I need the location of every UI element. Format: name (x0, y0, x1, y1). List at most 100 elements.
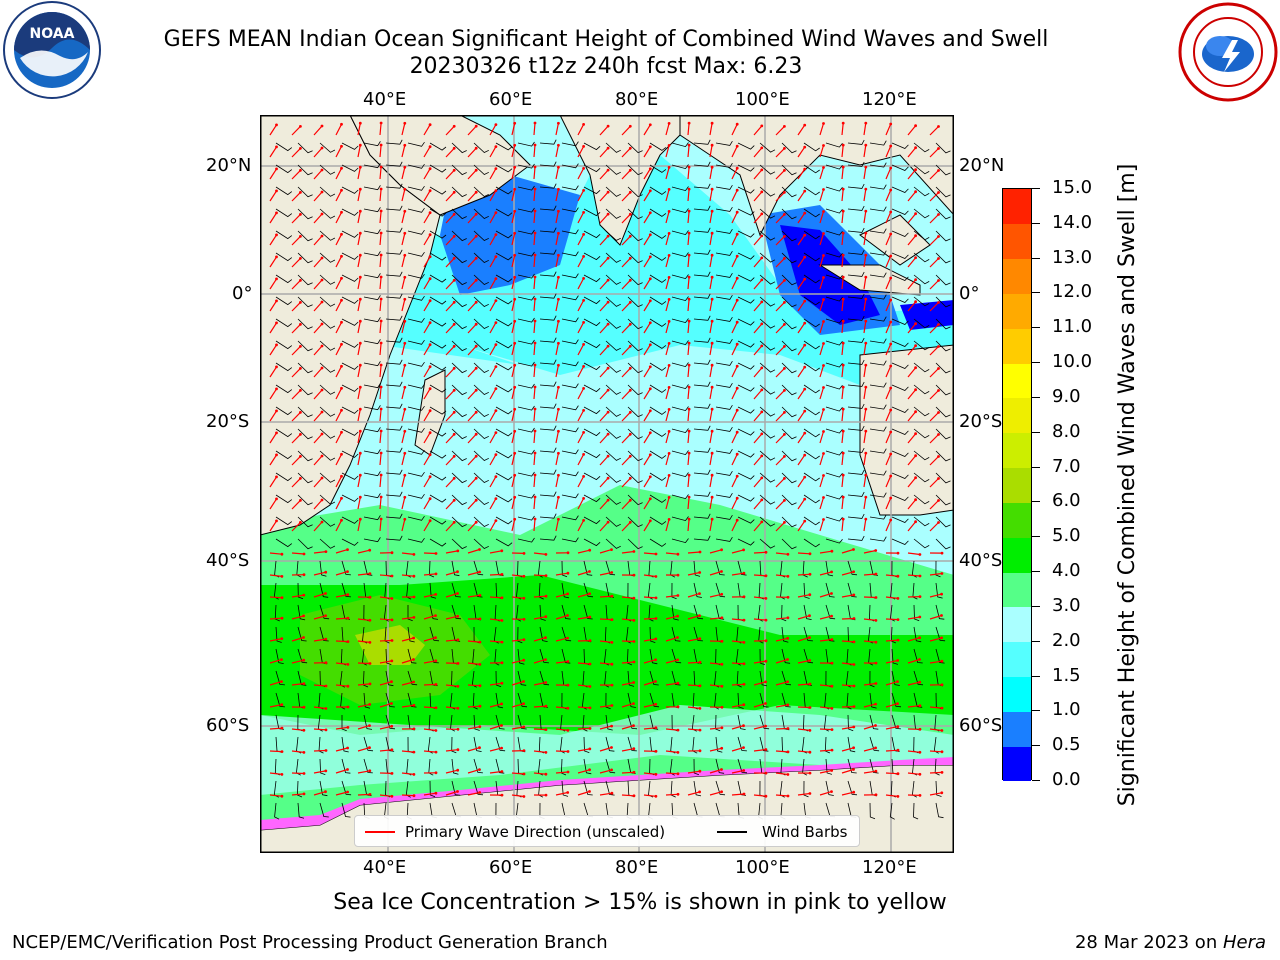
wind-barb (715, 140, 733, 146)
wave-direction-arrow (445, 499, 455, 510)
wave-direction-arrowhead (557, 429, 560, 433)
wave-direction-arrowhead (557, 165, 560, 169)
wind-barb (847, 271, 865, 277)
wave-direction-arrowhead (403, 473, 407, 477)
wind-barb (737, 714, 746, 730)
wind-barb (759, 450, 776, 461)
wind-barb (737, 186, 755, 194)
wind-barb (847, 491, 865, 497)
wave-direction-arrow (621, 367, 631, 378)
wave-direction-arrowhead (764, 659, 768, 663)
wave-direction-arrowhead (302, 682, 306, 685)
wave-direction-arrowhead (533, 319, 537, 323)
wave-direction-arrow (929, 412, 939, 422)
wave-direction-arrow (621, 618, 634, 621)
wave-direction-arrow (379, 574, 393, 577)
wave-direction-arrow (621, 235, 631, 246)
wave-direction-arrow (445, 191, 455, 202)
wind-barb (319, 780, 328, 797)
wind-barb (495, 362, 513, 371)
wave-direction-arrowhead (735, 408, 739, 412)
wave-direction-arrow (291, 636, 304, 642)
wind-barb (539, 249, 557, 255)
wave-direction-arrowhead (390, 794, 394, 798)
wave-direction-arrowhead (379, 363, 383, 367)
wave-direction-arrowhead (522, 680, 525, 683)
wave-direction-arrowhead (346, 726, 350, 729)
wind-barb (825, 340, 843, 346)
colorbar-tick-mark (1032, 257, 1040, 259)
wave-direction-arrow (599, 213, 609, 224)
wave-direction-arrow (621, 521, 631, 532)
wave-direction-arrow (489, 278, 497, 290)
wind-barb (385, 670, 394, 687)
wave-direction-arrow (577, 662, 591, 665)
wind-barb (847, 582, 857, 598)
wind-barb (495, 692, 504, 709)
wave-direction-arrow (467, 662, 480, 665)
wave-direction-arrowhead (544, 553, 548, 556)
wave-direction-arrow (467, 684, 481, 687)
wind-barb (495, 472, 513, 481)
wave-direction-arrow (357, 747, 370, 752)
wave-direction-arrow (797, 410, 806, 422)
wave-direction-arrow (841, 145, 844, 158)
wave-direction-arrow (445, 279, 455, 290)
wave-direction-arrow (841, 387, 844, 400)
wind-barb (363, 229, 381, 235)
wave-direction-arrow (533, 408, 536, 422)
wind-barb (539, 183, 557, 189)
wave-direction-arrowhead (340, 144, 343, 148)
wind-barb (319, 164, 336, 175)
wave-direction-arrow (269, 234, 278, 246)
wind-barb (847, 535, 865, 541)
wave-direction-arrow (511, 123, 516, 136)
wave-direction-arrow (313, 169, 323, 180)
wave-direction-arrowhead (632, 550, 636, 553)
wave-direction-arrowhead (937, 499, 940, 502)
wave-direction-arrow (489, 124, 497, 136)
wave-direction-arrow (687, 661, 701, 664)
wave-direction-arrowhead (434, 659, 438, 663)
wave-direction-arrow (819, 431, 825, 444)
wave-direction-arrowhead (452, 146, 456, 150)
wind-barb (605, 758, 616, 774)
colorbar-segment (1003, 676, 1031, 712)
wave-direction-arrow (599, 235, 609, 246)
wave-direction-arrowhead (808, 682, 812, 686)
wave-direction-arrowhead (830, 748, 834, 752)
wave-direction-arrowhead (896, 748, 900, 752)
wave-direction-arrowhead (720, 548, 723, 552)
wave-direction-arrowhead (698, 550, 702, 554)
wave-direction-arrowhead (864, 231, 868, 235)
wave-direction-arrowhead (275, 233, 278, 237)
wave-direction-arrowhead (412, 595, 416, 599)
wind-barb (495, 428, 513, 437)
wave-direction-arrowhead (557, 253, 560, 257)
wave-direction-arrowhead (494, 189, 498, 192)
wave-direction-arrow (863, 724, 876, 730)
wind-barb (693, 249, 711, 255)
wave-direction-arrow (445, 389, 455, 400)
wave-direction-arrow (599, 769, 612, 774)
wave-direction-arrowhead (632, 619, 636, 622)
wave-direction-arrowhead (566, 791, 570, 794)
wave-direction-arrowhead (786, 680, 789, 684)
wind-barb (627, 164, 643, 176)
wave-direction-arrow (709, 684, 722, 687)
wave-direction-arrowhead (452, 410, 456, 414)
wind-barb (363, 207, 381, 213)
wind-barb (935, 516, 951, 528)
wave-direction-arrowhead (698, 637, 702, 641)
wave-direction-arrow (907, 169, 917, 180)
wind-barb (693, 469, 711, 475)
wind-barb (693, 425, 711, 431)
wave-direction-arrow (335, 432, 343, 444)
wave-direction-arrowhead (582, 343, 585, 346)
wind-barb (913, 670, 924, 686)
wave-direction-arrow (929, 280, 939, 290)
wave-direction-arrow (379, 496, 382, 510)
wind-barb (363, 560, 373, 576)
wave-direction-arrowhead (513, 363, 517, 367)
colorbar-segment (1003, 537, 1031, 573)
